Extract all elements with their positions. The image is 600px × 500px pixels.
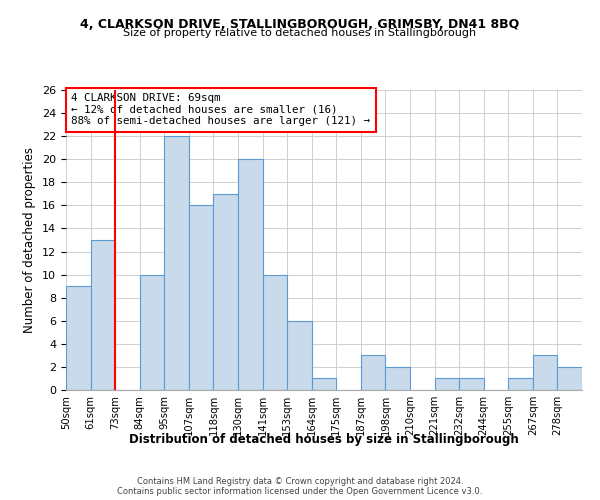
- Bar: [91, 240, 115, 390]
- Text: 4 CLARKSON DRIVE: 69sqm
← 12% of detached houses are smaller (16)
88% of semi-de: 4 CLARKSON DRIVE: 69sqm ← 12% of detache…: [71, 93, 370, 126]
- Bar: [459, 378, 484, 390]
- Bar: [238, 159, 263, 390]
- Bar: [140, 274, 164, 390]
- Text: 4, CLARKSON DRIVE, STALLINGBOROUGH, GRIMSBY, DN41 8BQ: 4, CLARKSON DRIVE, STALLINGBOROUGH, GRIM…: [80, 18, 520, 30]
- Bar: [263, 274, 287, 390]
- Text: Contains public sector information licensed under the Open Government Licence v3: Contains public sector information licen…: [118, 488, 482, 496]
- Bar: [189, 206, 214, 390]
- Bar: [557, 367, 582, 390]
- Y-axis label: Number of detached properties: Number of detached properties: [23, 147, 37, 333]
- Text: Size of property relative to detached houses in Stallingborough: Size of property relative to detached ho…: [124, 28, 476, 38]
- Bar: [434, 378, 459, 390]
- Text: Contains HM Land Registry data © Crown copyright and database right 2024.: Contains HM Land Registry data © Crown c…: [137, 478, 463, 486]
- Bar: [312, 378, 336, 390]
- Bar: [287, 321, 312, 390]
- Bar: [66, 286, 91, 390]
- Bar: [508, 378, 533, 390]
- Bar: [164, 136, 189, 390]
- Bar: [385, 367, 410, 390]
- Text: Distribution of detached houses by size in Stallingborough: Distribution of detached houses by size …: [129, 432, 519, 446]
- Bar: [361, 356, 385, 390]
- Bar: [214, 194, 238, 390]
- Bar: [533, 356, 557, 390]
